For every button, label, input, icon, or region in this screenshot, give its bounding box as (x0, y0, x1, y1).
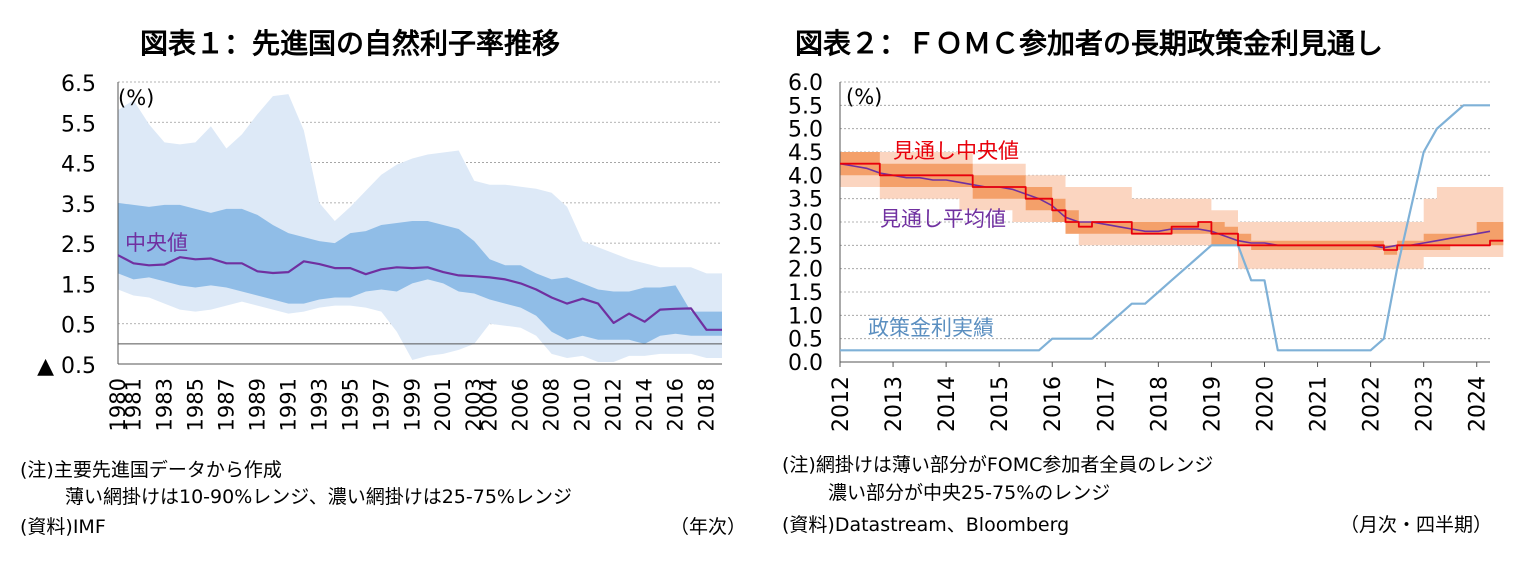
right-policy-label: 政策金利実績 (868, 316, 994, 340)
left-xtick-label: 1987 (214, 378, 238, 431)
right-ytick-label: 1.0 (788, 304, 823, 329)
right-median-line (840, 162, 1504, 251)
right-ytick-label: 3.5 (788, 188, 823, 213)
right-xtick-label: 2013 (882, 376, 907, 432)
left-xtick-label: 1985 (183, 378, 207, 431)
left-xtick-label: 2003 (462, 378, 486, 431)
right-ytick-label: 1.5 (788, 281, 823, 306)
left-xtick-label: 2010 (571, 378, 595, 431)
right-band-25-75 (840, 152, 1504, 255)
right-xtick-label: 2024 (1466, 376, 1491, 432)
right-median-label: 見通し中央値 (893, 139, 1019, 163)
right-policy-rate-line (840, 104, 1490, 352)
right-xtick-label: 2023 (1413, 376, 1438, 432)
left-source: (資料)IMF (20, 516, 106, 538)
left-note-1: (注)主要先進国データから作成 (20, 459, 282, 481)
left-xtick-label: 2006 (509, 378, 533, 431)
left-xtick-label: 1997 (369, 378, 393, 431)
right-xtick-label: 2019 (1200, 376, 1225, 432)
left-xtick-label: 1980 (106, 378, 130, 431)
left-xtick-label: 2014 (633, 378, 657, 431)
left-xtick-label: 1981 (121, 378, 145, 431)
left-note-2: 薄い網掛けは10-90%レンジ、濃い網掛けは25-75%レンジ (65, 486, 572, 508)
left-xtick-label: 2016 (664, 378, 688, 431)
right-xtick-label: 2018 (1147, 376, 1172, 432)
left-ytick-label: 1.5 (61, 273, 96, 298)
right-mean-line (839, 162, 1491, 249)
right-source: (資料)Datastream、Bloomberg (782, 514, 1070, 536)
right-ytick-label: 3.0 (788, 211, 823, 236)
right-ytick-label: 0.5 (788, 328, 823, 353)
left-ytick-label: 3.5 (61, 193, 96, 218)
right-xtick-label: 2020 (1253, 376, 1278, 432)
left-frequency-label: （年次） (670, 516, 747, 538)
right-ytick-label: 2.5 (788, 234, 823, 259)
right-xtick-label: 2012 (829, 376, 854, 432)
left-xtick-label: 2018 (695, 378, 719, 431)
left-xtick-label: 2008 (540, 378, 564, 431)
left-ytick-label: ▲ 0.5 (37, 354, 96, 379)
left-ytick-label: 6.5 (61, 72, 96, 97)
left-ytick-label: 5.5 (61, 112, 96, 137)
right-xtick-label: 2022 (1360, 376, 1385, 432)
right-xtick-label: 2021 (1307, 376, 1332, 432)
left-xtick-label: 1991 (276, 378, 300, 431)
right-frequency-label: （月次・四半期） (1340, 514, 1493, 536)
left-xtick-label: 2001 (431, 378, 455, 431)
left-chart-title: 図表１：先進国の自然利子率推移 (140, 27, 561, 60)
right-note-2: 濃い部分が中央25-75%のレンジ (828, 482, 1111, 504)
left-ytick-label: 2.5 (61, 233, 96, 258)
left-xtick-label: 1999 (400, 378, 424, 431)
left-median-line (117, 254, 722, 331)
left-xtick-label: 1989 (245, 378, 269, 431)
right-ytick-label: 0.0 (788, 351, 823, 376)
right-ytick-label: 4.0 (788, 164, 823, 189)
right-mean-label: 見通し平均値 (880, 207, 1006, 231)
right-ytick-label: 2.0 (788, 258, 823, 283)
left-unit-label: (%) (118, 86, 154, 110)
left-xtick-label: 2004 (478, 378, 502, 431)
right-ytick-label: 5.5 (788, 94, 823, 119)
left-median-label: 中央値 (125, 231, 188, 255)
right-chart-title: 図表２：ＦＯＭＣ参加者の長期政策金利見通し (795, 27, 1384, 60)
right-ytick-label: 4.5 (788, 141, 823, 166)
left-band-25-75 (118, 202, 722, 344)
right-xtick-label: 2015 (988, 376, 1013, 432)
left-ytick-label: 4.5 (61, 153, 96, 178)
left-ytick-label: 0.5 (61, 314, 96, 339)
right-note-1: (注)網掛けは薄い部分がFOMC参加者全員のレンジ (782, 454, 1214, 476)
right-ytick-label: 6.0 (788, 71, 823, 96)
right-xtick-label: 2016 (1041, 376, 1066, 432)
right-unit-label: (%) (846, 85, 882, 109)
left-xtick-label: 1993 (307, 378, 331, 431)
right-ytick-label: 5.0 (788, 118, 823, 143)
left-xtick-label: 2012 (602, 378, 626, 431)
right-xtick-label: 2017 (1094, 376, 1119, 432)
left-xtick-label: 1983 (152, 378, 176, 431)
right-xtick-label: 2014 (935, 376, 960, 432)
left-xtick-label: 1995 (338, 378, 362, 431)
